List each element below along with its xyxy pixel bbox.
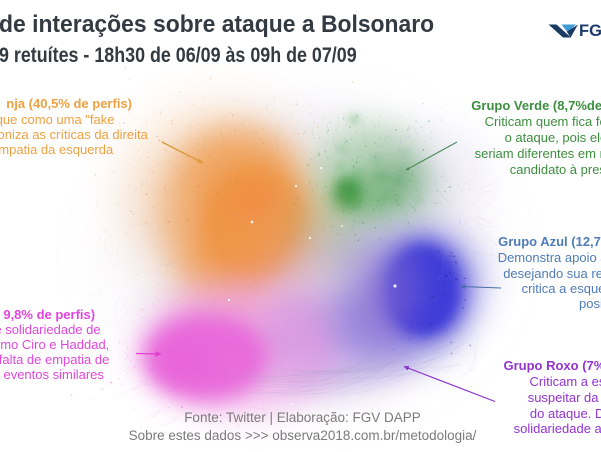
svg-text:FGV: FGV bbox=[579, 22, 601, 40]
